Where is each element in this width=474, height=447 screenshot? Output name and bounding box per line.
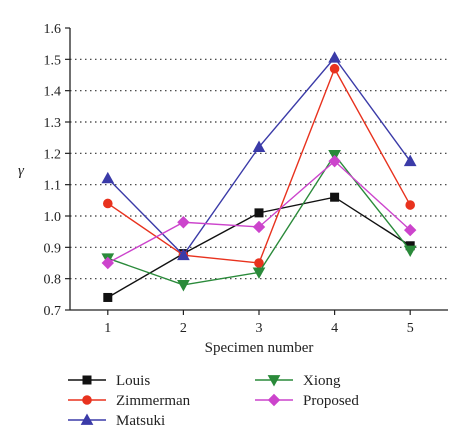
series-group	[101, 51, 417, 302]
y-tick-label-5: 1.2	[44, 147, 62, 162]
point-zimmerman-3	[254, 258, 264, 268]
x-tick-label-2: 3	[256, 321, 263, 336]
y-tick-label-1: 0.8	[44, 273, 62, 288]
point-xiong-3	[252, 267, 266, 279]
legend-item-xiong: Xiong	[255, 373, 341, 389]
point-proposed-5	[403, 223, 417, 237]
y-tick-label-3: 1.0	[44, 210, 62, 225]
axes: 0.7 0.8 0.9 1.0 1.1 1.2 1.3 1.4 1.5 1.6 1 2 3 4 5	[44, 22, 448, 336]
point-matsuki-3	[252, 140, 266, 152]
point-zimmerman-4	[329, 63, 340, 74]
y-tick-label-0: 0.7	[44, 304, 62, 319]
point-zimmerman-5	[405, 200, 416, 210]
point-zimmerman-1	[103, 198, 113, 209]
legend-item-matsuki: Matsuki	[68, 413, 165, 429]
legend-item-proposed: Proposed	[255, 393, 359, 409]
x-axis-title: Specimen number	[205, 340, 314, 356]
y-tick-label-8: 1.5	[44, 53, 62, 68]
point-proposed-1	[101, 256, 115, 270]
y-tick-label-2: 0.9	[44, 241, 62, 256]
point-proposed-4	[328, 154, 341, 168]
y-tick-label-4: 1.1	[44, 179, 62, 194]
legend-item-louis: Louis	[68, 373, 150, 389]
point-matsuki-1	[101, 171, 115, 184]
x-tick-label-1: 2	[180, 321, 187, 336]
y-tick-label-9: 1.6	[44, 22, 62, 37]
point-matsuki-5	[403, 154, 417, 167]
series-line-zimmerman	[107, 67, 411, 264]
point-louis-1	[103, 292, 113, 302]
series-xiong	[101, 150, 417, 292]
legend-item-zimmerman: Zimmerman	[68, 393, 191, 409]
legend-label-proposed: Proposed	[303, 393, 359, 409]
legend-label-matsuki: Matsuki	[116, 413, 165, 429]
x-tick-label-4: 5	[407, 321, 414, 336]
point-proposed-3	[252, 220, 266, 234]
point-proposed-2	[177, 216, 190, 229]
y-axis-title: γ	[18, 163, 25, 179]
point-matsuki-4	[328, 51, 341, 63]
point-xiong-2	[177, 280, 190, 292]
y-tick-label-7: 1.4	[44, 85, 62, 100]
legend-marker-zimmerman	[82, 395, 92, 405]
point-louis-4	[330, 192, 340, 202]
series-proposed	[101, 154, 417, 270]
x-tick-label-0: 1	[104, 321, 111, 336]
legend-label-zimmerman: Zimmerman	[116, 393, 191, 409]
legend-marker-louis	[82, 375, 92, 385]
legend-marker-matsuki	[80, 413, 94, 425]
x-tick-label-3: 4	[331, 321, 338, 336]
series-zimmerman	[103, 63, 416, 268]
legend-marker-xiong	[267, 375, 281, 387]
point-xiong-5	[403, 245, 417, 257]
legend-label-louis: Louis	[116, 373, 150, 389]
legend-marker-proposed	[267, 393, 281, 407]
point-matsuki-2	[177, 248, 190, 261]
grid-lines	[70, 58, 448, 280]
point-louis-3	[254, 208, 264, 218]
y-tick-label-6: 1.3	[44, 116, 62, 131]
legend: Louis Zimmerman Matsuki Xiong Proposed	[68, 373, 359, 429]
series-matsuki	[101, 51, 417, 261]
legend-label-xiong: Xiong	[303, 373, 341, 389]
